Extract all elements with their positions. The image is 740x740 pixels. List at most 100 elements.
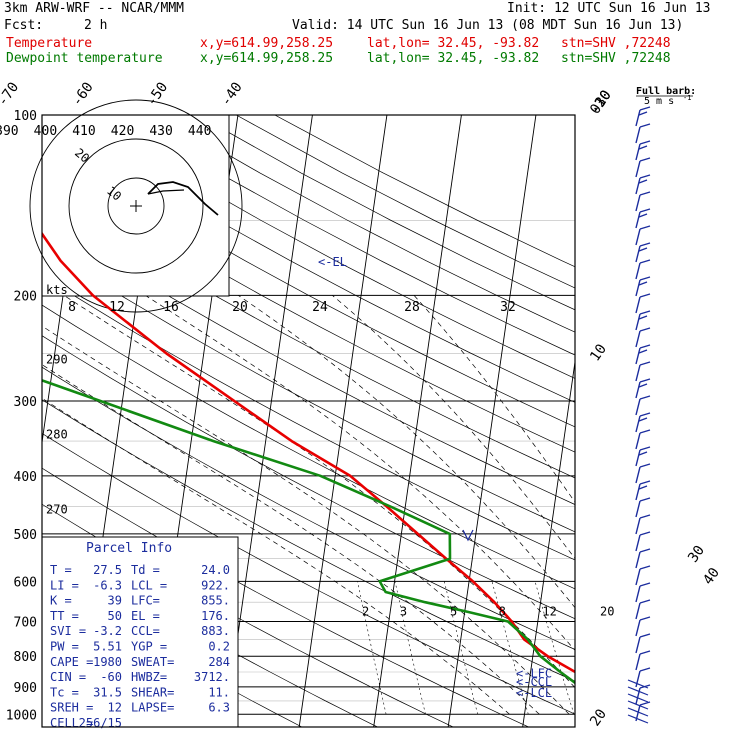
valid-time: Valid: 14 UTC Sun 16 Jun 13 (08 MDT Sun … — [292, 18, 684, 33]
wind-barb — [635, 565, 651, 586]
wind-barb-staff — [635, 432, 641, 450]
parcel-value-4: -3.2 — [93, 624, 122, 638]
wind-barb — [635, 446, 651, 467]
wind-barb-staff — [635, 534, 641, 552]
parcel-mark — [462, 529, 474, 542]
dewpoint-xy: x,y=614.99,258.25 — [200, 51, 334, 66]
axis-labels: 100 200 300 400 500 600 700 800 900 1000 2 3 5 8 12 20 -… — [0, 79, 723, 729]
wind-barb-flag — [639, 633, 651, 638]
moist-adiabat-32 — [332, 295, 575, 560]
dry-adiabat-390 — [42, 138, 575, 428]
speed-label-12: 12 — [109, 300, 125, 315]
dry-adiabat-310 — [42, 366, 575, 650]
wind-barb — [635, 174, 651, 195]
wind-barb — [635, 480, 651, 501]
wind-barb — [635, 106, 651, 127]
wind-barb-half — [638, 213, 648, 218]
plot-border — [41, 114, 576, 728]
wind-barb-flag — [639, 259, 651, 264]
wind-barb-staff — [635, 415, 641, 433]
level-marker-0: <-EL — [318, 255, 347, 269]
surface-barb-1 — [627, 686, 649, 696]
forecast-hour: 2 h — [84, 18, 108, 33]
wind-barb-half — [638, 485, 648, 490]
hodograph-ring-0 — [107, 177, 165, 235]
parcel-key-0: T = — [50, 563, 72, 577]
wind-barb — [635, 616, 651, 637]
wind-barb-staff — [635, 636, 641, 654]
moist-adiabat-36 — [413, 295, 575, 503]
wind-barb-column — [627, 106, 651, 724]
pressure-label-900: 900 — [14, 681, 37, 696]
wind-barb-staff — [635, 194, 641, 212]
isotherm--70 — [0, 115, 14, 727]
parcel-value-3: 50 — [108, 609, 122, 623]
wind-barb — [635, 276, 651, 297]
wind-barb-flag — [639, 497, 651, 502]
wind-barb-staff — [635, 109, 641, 127]
moist-adiabat-28 — [238, 295, 575, 609]
wind-barb-half — [638, 417, 648, 422]
wind-barb — [635, 310, 651, 331]
wind-barb — [635, 633, 651, 654]
wind-barb — [635, 225, 651, 246]
moist-adiabat-8 — [42, 397, 510, 715]
wind-barb-staff — [635, 279, 641, 297]
isotherm-label-40: 40 — [700, 565, 723, 588]
wind-barb-staff — [635, 466, 641, 484]
parcel-key-8: Tc = — [50, 685, 79, 699]
level-marker-1: <-LFC — [516, 667, 552, 681]
isotherm-30 — [672, 115, 740, 727]
pressure-label-1000: 1000 — [6, 708, 37, 723]
wind-barb — [635, 378, 651, 399]
mixing-ratio-label-3: 3 — [400, 604, 407, 618]
wind-barb-flag — [639, 106, 651, 111]
barb-legend-value: 5 m s — [644, 96, 674, 107]
theta-label-440: 440 — [188, 124, 211, 139]
parcel-info-panel: Parcel Info T = 27.5 Td = 24.0 LI = -6.3 LCL = 9… — [41, 536, 239, 730]
mixing-ratio-line-20 — [592, 581, 635, 714]
temperature-station: stn=SHV ,72248 — [561, 36, 671, 51]
isotherm-label-20: 20 — [587, 706, 610, 729]
wind-barb-staff — [635, 143, 641, 161]
dry-adiabat-290 — [42, 432, 575, 715]
wind-barb-staff — [635, 330, 641, 348]
temperature-legend: Temperature — [6, 36, 93, 51]
parcel-key-3: TT = — [50, 609, 79, 623]
plot-frame — [41, 114, 576, 728]
wind-barb-flag — [639, 174, 651, 179]
wind-barb-flag — [639, 395, 651, 400]
wind-barb-flag — [639, 208, 651, 213]
parcel-value2-7: 3712. — [194, 670, 230, 684]
pressure-label-800: 800 — [14, 650, 37, 665]
parcel-value2-1: 922. — [201, 578, 230, 592]
parcel-value-5: 5.51 — [93, 640, 122, 654]
wind-barb-flag — [639, 310, 651, 315]
parcel-value-2: 39 — [108, 594, 122, 608]
surface-barb-4 — [627, 707, 649, 717]
parcel-value-1: -6.3 — [93, 578, 122, 592]
wind-barb — [635, 344, 651, 365]
parcel-title: Parcel Info — [86, 541, 172, 556]
wind-barb-half — [638, 145, 648, 150]
dry-adiabat-400 — [43, 115, 575, 403]
dry-adiabat-450 — [236, 115, 575, 289]
wind-barb — [635, 259, 651, 280]
wind-barb-staff — [635, 126, 641, 144]
wind-barb-half — [638, 179, 648, 184]
parcel-value2-4: 883. — [201, 624, 230, 638]
parcel-box — [41, 536, 239, 728]
forecast-label: Fcst: — [4, 18, 44, 33]
barb-legend-title: Full barb: — [636, 86, 696, 97]
isotherm-label--40: -40 — [218, 79, 246, 109]
wind-barb-flag — [639, 276, 651, 281]
mixing-ratio-line-12 — [534, 581, 575, 715]
dry-adiabat-370 — [42, 190, 575, 479]
parcel-key2-0: Td = — [131, 563, 160, 577]
wind-barb-staff — [635, 653, 641, 671]
wind-barb-staff — [635, 670, 641, 688]
isotherm-label--70: -70 — [0, 79, 22, 109]
wind-barb-staff — [635, 517, 641, 535]
wind-barb-staff — [635, 177, 641, 195]
parcel-value2-6: 284 — [208, 655, 230, 669]
